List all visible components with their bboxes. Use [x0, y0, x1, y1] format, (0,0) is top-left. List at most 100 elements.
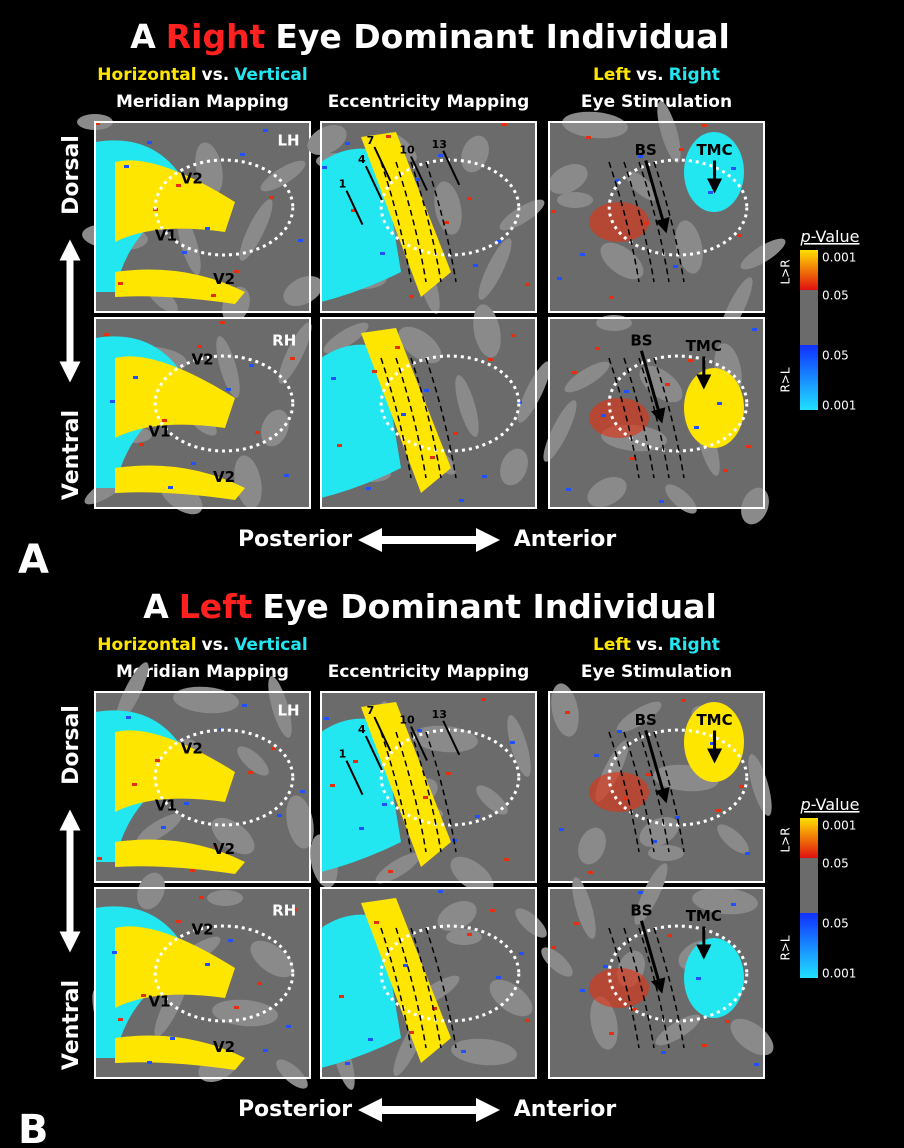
- colorbar-gray: [800, 858, 818, 913]
- speckle: [339, 995, 344, 998]
- sulcus: [557, 192, 593, 208]
- speckle: [161, 826, 166, 829]
- colorbar-tick: 0.001: [822, 967, 856, 981]
- speckle: [739, 785, 744, 788]
- speckle: [322, 166, 327, 169]
- speckle: [696, 977, 701, 980]
- speckle: [298, 239, 303, 242]
- speckle: [110, 400, 115, 403]
- map-label: V2: [213, 468, 235, 486]
- map-label: LH: [277, 132, 299, 150]
- colorbar-hot: [800, 818, 818, 858]
- speckle: [624, 390, 629, 393]
- column-header: Eccentricity Mapping: [328, 662, 530, 682]
- colorbar-tick: 0.001: [822, 819, 856, 833]
- map-label: 13: [432, 708, 447, 721]
- title-highlight: Left: [179, 587, 253, 626]
- brain-map: BSTMC: [543, 99, 789, 342]
- colorbar-tick: 0.05: [822, 289, 849, 303]
- speckle: [345, 142, 350, 145]
- row-label: Ventral: [59, 980, 84, 1070]
- sulcus: [446, 929, 482, 945]
- speckle: [118, 1018, 123, 1021]
- speckle: [519, 952, 524, 955]
- speckle: [257, 982, 262, 985]
- speckle: [482, 475, 487, 478]
- column-header: Horizontalvs.Vertical: [97, 65, 307, 85]
- axis-label: Posterior: [238, 527, 352, 552]
- activation-patch: [589, 968, 649, 1008]
- speckle: [475, 815, 480, 818]
- speckle: [228, 939, 233, 942]
- column-header: Eccentricity Mapping: [328, 92, 530, 112]
- speckle: [754, 1063, 759, 1066]
- speckle: [438, 154, 443, 157]
- speckle: [688, 359, 693, 362]
- speckle: [702, 1044, 707, 1047]
- speckle: [510, 741, 515, 744]
- speckle: [205, 963, 210, 966]
- speckle: [609, 1032, 614, 1035]
- speckle: [242, 704, 247, 707]
- brain-map: 7101341: [306, 692, 536, 900]
- brain-map: [321, 888, 551, 1092]
- speckle: [104, 333, 109, 336]
- title-highlight: Right: [166, 17, 266, 56]
- speckle: [702, 124, 707, 127]
- speckle: [609, 296, 614, 299]
- colorbar-tick: 0.05: [822, 917, 849, 931]
- panel-letter: B: [18, 1107, 49, 1148]
- speckle: [496, 976, 501, 979]
- speckle: [220, 321, 225, 324]
- speckle: [511, 334, 516, 337]
- column-header: Horizontalvs.Vertical: [97, 635, 307, 655]
- speckle: [337, 444, 342, 447]
- speckle: [717, 402, 722, 405]
- speckle: [601, 414, 606, 417]
- speckle: [467, 197, 472, 200]
- activation-tmc: [684, 938, 744, 1018]
- header-part: vs.: [636, 65, 664, 85]
- speckle: [126, 716, 131, 719]
- speckle: [461, 1050, 466, 1053]
- speckle: [679, 148, 684, 151]
- speckle: [147, 141, 152, 144]
- speckle: [97, 857, 102, 860]
- column-header: Meridian Mapping: [116, 92, 289, 112]
- speckle: [124, 165, 129, 168]
- speckle: [673, 265, 678, 268]
- speckle: [170, 1037, 175, 1040]
- speckle: [249, 364, 254, 367]
- speckle: [191, 462, 196, 465]
- speckle: [681, 699, 686, 702]
- speckle: [557, 277, 562, 280]
- speckle: [139, 443, 144, 446]
- title-lead: A: [130, 17, 156, 56]
- speckle: [417, 729, 422, 732]
- speckle: [199, 896, 204, 899]
- row-label: Dorsal: [59, 135, 84, 215]
- activation-patch: [589, 202, 649, 242]
- speckle: [490, 909, 495, 912]
- speckle: [353, 760, 358, 763]
- speckle: [488, 358, 493, 361]
- speckle: [284, 474, 289, 477]
- header-part: Left: [593, 635, 631, 655]
- colorbar-title-rest: -Value: [811, 795, 860, 814]
- brain-map: BSTMC: [547, 681, 776, 882]
- activation-tmc: [684, 368, 744, 448]
- speckle: [525, 283, 530, 286]
- speckle: [388, 870, 393, 873]
- title-rest: Eye Dominant Individual: [275, 17, 729, 56]
- speckle: [481, 698, 486, 701]
- map-label: TMC: [696, 141, 732, 159]
- speckle: [595, 347, 600, 350]
- speckle: [708, 191, 713, 194]
- map-label: 7: [367, 704, 375, 717]
- speckle: [745, 852, 750, 855]
- map-label: BS: [630, 901, 652, 919]
- speckle: [617, 730, 622, 733]
- speckle: [112, 951, 117, 954]
- map-label: V2: [191, 350, 213, 368]
- colorbar-side: L>R: [779, 827, 793, 852]
